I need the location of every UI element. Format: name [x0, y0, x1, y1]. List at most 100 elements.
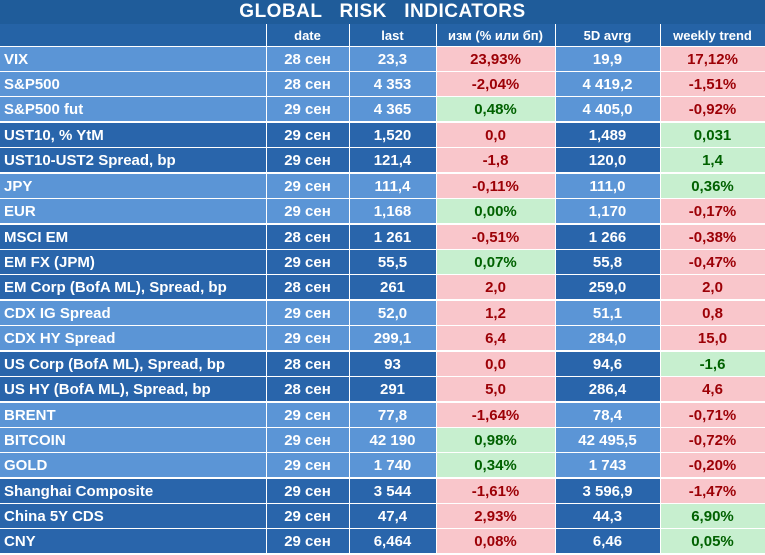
- table-row: BITCOIN 29 сен 42 190 0,98% 42 495,5 -0,72%: [0, 427, 765, 453]
- table-row: MSCI EM 28 сен 1 261 -0,51% 1 266 -0,38%: [0, 224, 765, 250]
- date-cell: 29 сен: [266, 452, 350, 479]
- last-value-cell: 1,168: [349, 198, 437, 225]
- indicator-name-cell: BITCOIN: [0, 427, 267, 453]
- five-day-average-cell: 284,0: [555, 325, 661, 352]
- date-cell: 29 сен: [266, 147, 350, 174]
- weekly-trend-cell: 0,031: [660, 122, 765, 148]
- indicators-table: date last изм (% или бп) 5D avrg weekly …: [0, 24, 765, 555]
- indicator-name-cell: UST10-UST2 Spread, bp: [0, 147, 267, 174]
- five-day-average-cell: 286,4: [555, 376, 661, 403]
- indicator-name-cell: UST10, % YtM: [0, 122, 267, 148]
- change-cell: 0,00%: [436, 198, 556, 225]
- date-cell: 29 сен: [266, 503, 350, 529]
- change-cell: 23,93%: [436, 46, 556, 72]
- five-day-average-cell: 4 419,2: [555, 71, 661, 97]
- five-day-average-cell: 111,0: [555, 173, 661, 199]
- weekly-trend-cell: -1,47%: [660, 478, 765, 504]
- date-cell: 28 сен: [266, 274, 350, 301]
- last-value-cell: 47,4: [349, 503, 437, 529]
- change-cell: 0,07%: [436, 249, 556, 275]
- table-row: BRENT 29 сен 77,8 -1,64% 78,4 -0,71%: [0, 402, 765, 428]
- weekly-trend-cell: 0,05%: [660, 528, 765, 555]
- change-cell: 2,93%: [436, 503, 556, 529]
- indicator-name-cell: S&P500: [0, 71, 267, 97]
- five-day-average-cell: 55,8: [555, 249, 661, 275]
- change-cell: 2,0: [436, 274, 556, 301]
- header-row: date last изм (% или бп) 5D avrg weekly …: [0, 24, 765, 47]
- weekly-trend-cell: -0,38%: [660, 224, 765, 250]
- change-cell: -0,11%: [436, 173, 556, 199]
- indicator-name-cell: China 5Y CDS: [0, 503, 267, 529]
- header-last: last: [349, 24, 437, 47]
- last-value-cell: 111,4: [349, 173, 437, 199]
- date-cell: 28 сен: [266, 376, 350, 403]
- table-row: CNY 29 сен 6,464 0,08% 6,46 0,05%: [0, 528, 765, 555]
- last-value-cell: 261: [349, 274, 437, 301]
- weekly-trend-cell: -1,51%: [660, 71, 765, 97]
- five-day-average-cell: 94,6: [555, 351, 661, 377]
- five-day-average-cell: 6,46: [555, 528, 661, 555]
- header-change: изм (% или бп): [436, 24, 556, 47]
- last-value-cell: 299,1: [349, 325, 437, 352]
- five-day-average-cell: 120,0: [555, 147, 661, 174]
- indicator-name-cell: EM FX (JPM): [0, 249, 267, 275]
- date-cell: 28 сен: [266, 71, 350, 97]
- table-row: US Corp (BofA ML), Spread, bp 28 сен 93 0,0…: [0, 351, 765, 377]
- indicator-name-cell: S&P500 fut: [0, 96, 267, 123]
- change-cell: 0,0: [436, 351, 556, 377]
- weekly-trend-cell: -0,92%: [660, 96, 765, 123]
- weekly-trend-cell: 17,12%: [660, 46, 765, 72]
- date-cell: 29 сен: [266, 528, 350, 555]
- five-day-average-cell: 3 596,9: [555, 478, 661, 504]
- last-value-cell: 42 190: [349, 427, 437, 453]
- table-row: S&P500 fut 29 сен 4 365 0,48% 4 405,0 -0,92%: [0, 96, 765, 123]
- date-cell: 28 сен: [266, 46, 350, 72]
- date-cell: 28 сен: [266, 224, 350, 250]
- header-date: date: [266, 24, 350, 47]
- five-day-average-cell: 51,1: [555, 300, 661, 326]
- last-value-cell: 6,464: [349, 528, 437, 555]
- weekly-trend-cell: 0,8: [660, 300, 765, 326]
- indicator-name-cell: US Corp (BofA ML), Spread, bp: [0, 351, 267, 377]
- header-indicator: [0, 24, 267, 47]
- indicator-name-cell: US HY (BofA ML), Spread, bp: [0, 376, 267, 403]
- page-title: GLOBAL RISK INDICATORS: [0, 0, 765, 24]
- five-day-average-cell: 1,489: [555, 122, 661, 148]
- table-row: CDX IG Spread 29 сен 52,0 1,2 51,1 0,8: [0, 300, 765, 326]
- weekly-trend-cell: 4,6: [660, 376, 765, 403]
- last-value-cell: 52,0: [349, 300, 437, 326]
- five-day-average-cell: 1 743: [555, 452, 661, 479]
- weekly-trend-cell: 6,90%: [660, 503, 765, 529]
- change-cell: -1,61%: [436, 478, 556, 504]
- last-value-cell: 4 365: [349, 96, 437, 123]
- indicator-name-cell: JPY: [0, 173, 267, 199]
- weekly-trend-cell: 15,0: [660, 325, 765, 352]
- table-row: Shanghai Composite 29 сен 3 544 -1,61% 3 596…: [0, 478, 765, 504]
- weekly-trend-cell: -0,17%: [660, 198, 765, 225]
- date-cell: 29 сен: [266, 96, 350, 123]
- change-cell: 0,0: [436, 122, 556, 148]
- change-cell: 0,48%: [436, 96, 556, 123]
- table-row: EUR 29 сен 1,168 0,00% 1,170 -0,17%: [0, 198, 765, 225]
- weekly-trend-cell: 1,4: [660, 147, 765, 174]
- indicator-name-cell: VIX: [0, 46, 267, 72]
- weekly-trend-cell: -1,6: [660, 351, 765, 377]
- header-5d-average: 5D avrg: [555, 24, 661, 47]
- change-cell: -1,64%: [436, 402, 556, 428]
- indicator-name-cell: Shanghai Composite: [0, 478, 267, 504]
- table-row: China 5Y CDS 29 сен 47,4 2,93% 44,3 6,90%: [0, 503, 765, 529]
- last-value-cell: 93: [349, 351, 437, 377]
- weekly-trend-cell: -0,47%: [660, 249, 765, 275]
- last-value-cell: 291: [349, 376, 437, 403]
- change-cell: -0,51%: [436, 224, 556, 250]
- indicator-name-cell: CNY: [0, 528, 267, 555]
- table-row: VIX 28 сен 23,3 23,93% 19,9 17,12%: [0, 46, 765, 72]
- date-cell: 29 сен: [266, 300, 350, 326]
- change-cell: 0,08%: [436, 528, 556, 555]
- last-value-cell: 23,3: [349, 46, 437, 72]
- table-row: CDX HY Spread 29 сен 299,1 6,4 284,0 15,0: [0, 325, 765, 352]
- table-row: UST10, % YtM 29 сен 1,520 0,0 1,489 0,031: [0, 122, 765, 148]
- weekly-trend-cell: -0,20%: [660, 452, 765, 479]
- change-cell: 5,0: [436, 376, 556, 403]
